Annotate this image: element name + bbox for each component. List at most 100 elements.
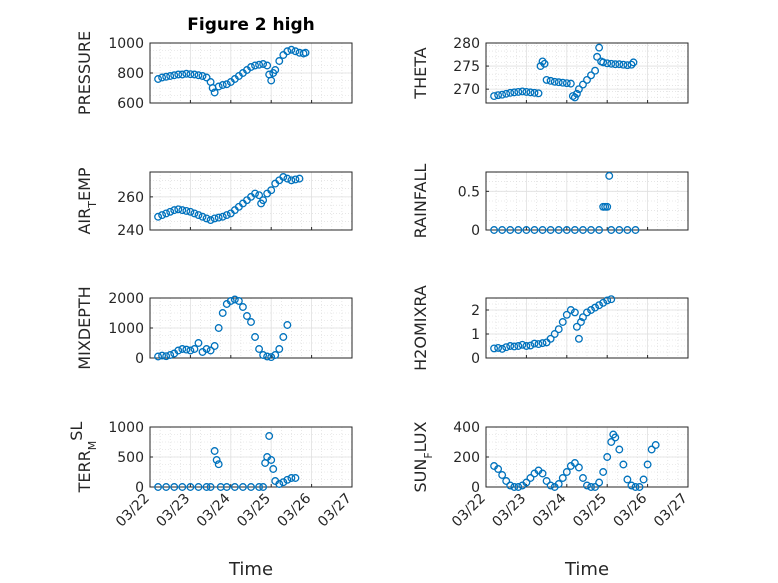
data-point	[206, 216, 215, 225]
data-point	[202, 483, 211, 491]
data-point	[605, 171, 614, 180]
subplot-6: 0 1 2 H2OMIXRA	[411, 285, 689, 371]
data-point	[154, 212, 163, 221]
data-point	[158, 211, 167, 220]
data-point	[190, 70, 199, 79]
data-point	[572, 322, 581, 331]
data-point	[522, 87, 531, 96]
data-point	[194, 483, 203, 491]
data-point	[158, 351, 167, 360]
data-point	[587, 483, 595, 491]
data-point	[247, 318, 255, 326]
data-point	[166, 72, 175, 80]
data-point	[218, 309, 227, 317]
data-point	[170, 483, 179, 491]
axes-frame	[485, 42, 689, 104]
data-point	[591, 66, 600, 75]
y-tick-label: 2	[471, 303, 480, 319]
data-point	[542, 75, 551, 84]
data-point	[255, 345, 264, 353]
data-point	[265, 432, 274, 440]
data-point	[546, 334, 555, 343]
data-point	[174, 70, 183, 79]
subplot-3: 240 260 AIRTEMP	[75, 167, 353, 239]
data-point	[635, 483, 644, 491]
data-point	[182, 206, 191, 215]
data-point	[210, 342, 219, 350]
data-point	[198, 72, 207, 80]
data-point	[158, 73, 167, 82]
data-point	[623, 475, 632, 484]
data-point	[210, 447, 219, 455]
y-axis-label: RAINFALL	[411, 164, 430, 239]
data-point	[506, 88, 515, 97]
data-point	[194, 211, 203, 220]
data-point	[572, 89, 581, 98]
data-point	[518, 340, 527, 349]
data-point	[603, 202, 612, 211]
data-point	[279, 478, 288, 487]
x-axis-label: Time	[228, 559, 273, 580]
data-point	[530, 226, 539, 234]
data-point	[536, 62, 545, 71]
data-point	[247, 63, 255, 71]
data-point	[226, 297, 235, 305]
data-point	[267, 353, 276, 362]
data-point	[263, 352, 272, 361]
y-tick-label: 1	[471, 327, 480, 343]
data-point	[570, 459, 579, 467]
data-point	[558, 474, 567, 482]
data-point	[210, 214, 219, 223]
data-point	[162, 72, 171, 81]
data-point	[619, 460, 628, 469]
data-point	[603, 296, 612, 305]
data-point	[190, 345, 199, 353]
data-point	[502, 477, 511, 485]
data-point	[579, 80, 587, 89]
data-point	[540, 59, 549, 68]
data-point	[490, 226, 499, 234]
data-point	[611, 433, 620, 442]
data-point	[506, 481, 515, 490]
data-point	[279, 173, 288, 181]
data-point	[558, 78, 567, 87]
data-point	[498, 344, 507, 353]
axes-frame	[485, 426, 689, 488]
data-point	[206, 346, 215, 355]
data-point	[550, 330, 559, 338]
data-point	[568, 92, 577, 101]
data-point	[234, 297, 243, 305]
data-point	[510, 342, 519, 351]
y-tick-label: 0.5	[458, 184, 480, 200]
data-point	[639, 475, 648, 484]
y-tick-label: 260	[117, 190, 144, 206]
data-point	[651, 441, 660, 449]
data-point	[214, 213, 223, 222]
data-point	[279, 333, 288, 341]
y-tick-label: 200	[453, 450, 480, 466]
data-point	[494, 343, 503, 352]
data-point	[222, 483, 231, 491]
axes-frame	[149, 42, 353, 104]
data-point	[222, 80, 231, 89]
data-point	[212, 456, 221, 464]
y-axis-label: AIRTEMP	[75, 167, 99, 234]
data-point	[583, 481, 591, 490]
data-point	[522, 478, 531, 487]
data-point	[542, 477, 551, 485]
data-point	[502, 89, 511, 98]
y-tick-label: 400	[453, 420, 480, 436]
data-point	[591, 303, 600, 312]
data-point	[283, 174, 292, 183]
data-point	[259, 351, 268, 359]
data-point	[550, 77, 559, 86]
data-point	[275, 345, 284, 353]
y-tick-label: 1000	[108, 321, 144, 337]
data-point	[587, 71, 595, 80]
data-point	[615, 226, 624, 234]
data-point	[643, 460, 652, 469]
x-tick-label: 03/22	[449, 491, 489, 531]
data-point	[627, 60, 636, 69]
data-point	[178, 206, 187, 215]
axes-frame	[485, 171, 689, 231]
